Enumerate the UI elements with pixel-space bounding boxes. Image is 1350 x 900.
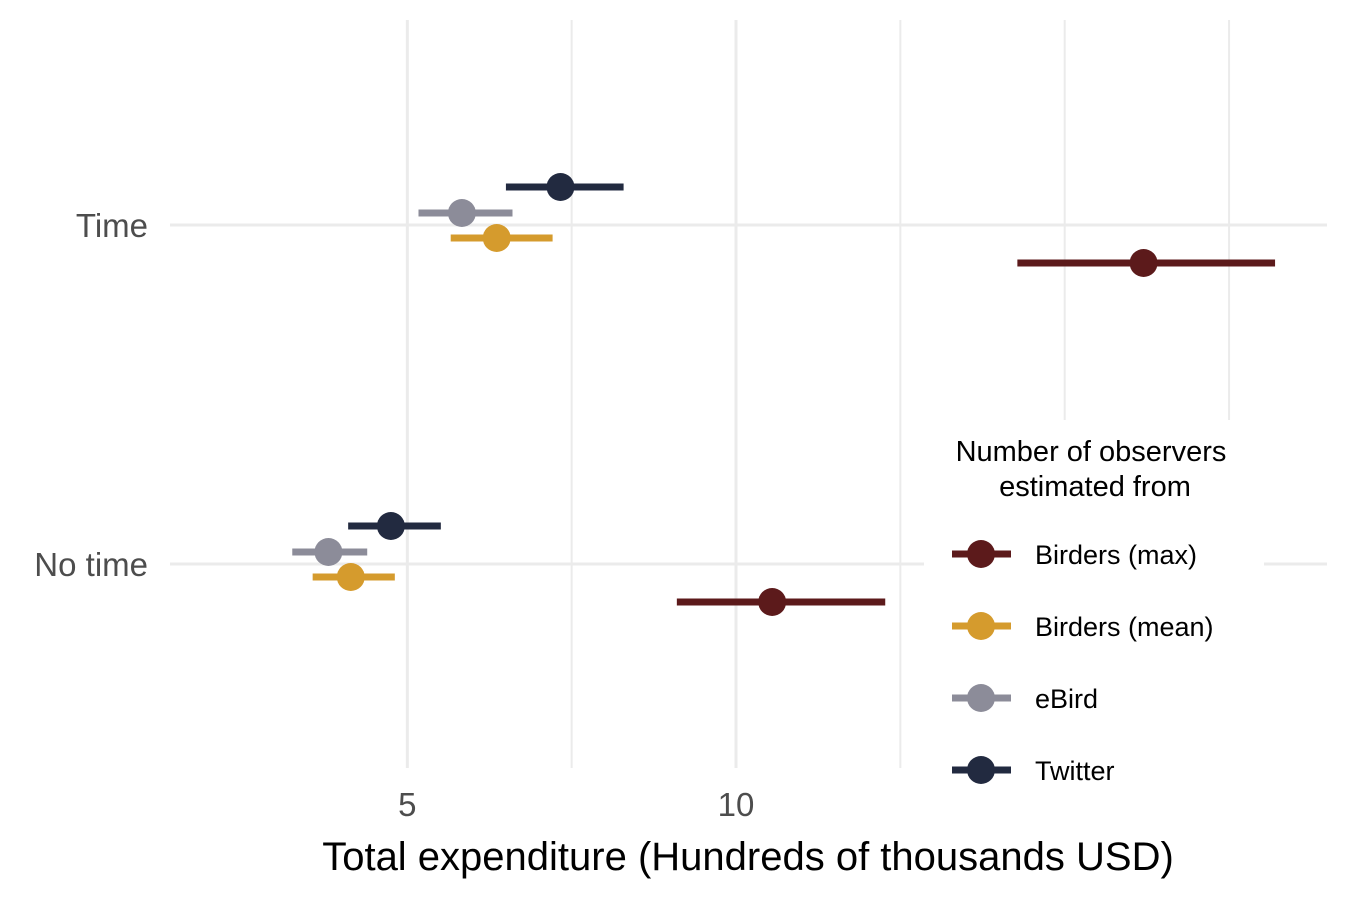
- data-point: [336, 563, 365, 591]
- legend-label: Birders (mean): [1035, 612, 1214, 642]
- legend-label: Birders (max): [1035, 540, 1197, 570]
- legend-items: Birders (max) Birders (mean) eBird Twitter: [952, 540, 1214, 786]
- x-tick-label: 10: [718, 786, 755, 823]
- legend-key-point: [967, 612, 995, 640]
- series-birders-mean: [312, 224, 553, 591]
- legend-key-point: [967, 540, 995, 568]
- y-axis: Time No time: [34, 207, 148, 583]
- legend-key-point: [967, 684, 995, 712]
- legend-background: [924, 420, 1264, 795]
- legend-title-line-2: estimated from: [999, 471, 1191, 503]
- data-marks: [292, 173, 1276, 616]
- y-tick-label: Time: [76, 207, 148, 244]
- x-axis: 5 10: [398, 786, 754, 823]
- legend-key-point: [967, 756, 995, 784]
- data-point: [546, 173, 575, 201]
- data-point: [376, 512, 405, 540]
- legend-item: Twitter: [952, 756, 1115, 786]
- series-birders-max: [676, 249, 1276, 616]
- data-point: [314, 538, 343, 566]
- series-ebird: [292, 199, 513, 566]
- x-tick-label: 5: [398, 786, 416, 823]
- legend-label: eBird: [1035, 684, 1098, 714]
- data-point: [758, 588, 787, 616]
- legend-title-line-1: Number of observers: [956, 436, 1227, 468]
- legend-title: Number of observers estimated from: [956, 436, 1235, 503]
- data-point: [1129, 249, 1158, 277]
- legend-item: Birders (mean): [952, 612, 1214, 642]
- legend-item: eBird: [952, 684, 1098, 714]
- legend-item: Birders (max): [952, 540, 1197, 570]
- data-point: [447, 199, 476, 227]
- legend: Number of observers estimated from Birde…: [924, 420, 1264, 795]
- data-point: [482, 224, 511, 252]
- series-twitter: [348, 173, 624, 540]
- plot-panel: [170, 20, 1327, 768]
- y-tick-label: No time: [34, 546, 148, 583]
- x-axis-title: Total expenditure (Hundreds of thousands…: [322, 835, 1174, 879]
- legend-label: Twitter: [1035, 756, 1115, 786]
